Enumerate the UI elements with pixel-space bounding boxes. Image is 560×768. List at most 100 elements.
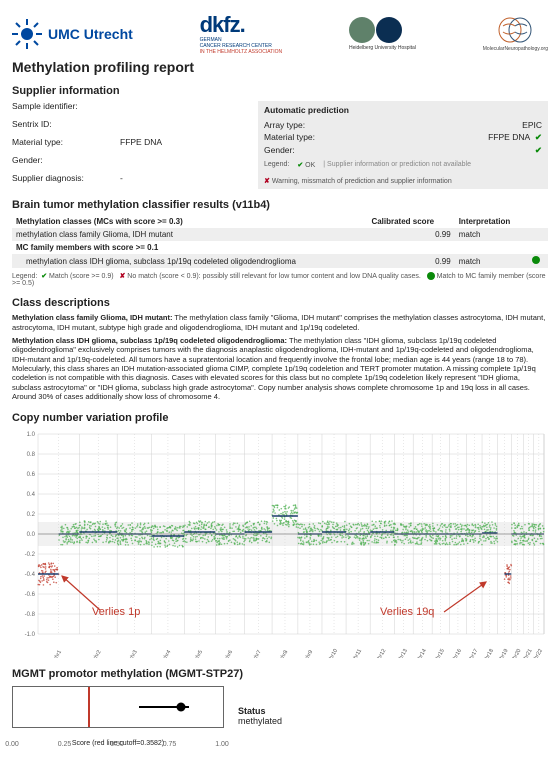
mgmt-tick: 0.50 [110, 741, 124, 748]
ct-r2-score: 0.99 [367, 254, 454, 268]
umc-sun-icon [12, 19, 42, 49]
heidelberg-seal-icon [349, 17, 375, 43]
diagnosis-value: - [120, 173, 250, 189]
mgmt-tick: 0.25 [58, 741, 72, 748]
classifier-legend: Legend: ✔ Match (score >= 0.9) ✘ No matc… [12, 272, 548, 287]
legend-na: Supplier information or prediction not a… [327, 161, 471, 168]
supplier-section-title: Supplier information [12, 85, 548, 97]
svg-text:chr2: chr2 [92, 649, 103, 658]
ct-r1-score: 0.99 [367, 228, 454, 241]
mgmt-status: Status methylated [238, 706, 282, 726]
legend-label: Legend: [264, 161, 289, 168]
svg-text:chr11: chr11 [351, 648, 363, 658]
ct-col1: Methylation classes (MCs with score >= 0… [12, 215, 367, 228]
svg-text:chr19: chr19 [498, 648, 510, 658]
svg-text:0.2: 0.2 [27, 512, 36, 518]
material-label: Material type: [12, 137, 112, 153]
svg-text:chr9: chr9 [304, 649, 315, 658]
mnp-label: MolecularNeuropathology.org [483, 46, 548, 52]
mgmt-tick: 0.75 [163, 741, 177, 748]
class-desc-title: Class descriptions [12, 297, 548, 309]
sentrix-label: Sentrix ID: [12, 119, 112, 135]
svg-text:0.8: 0.8 [27, 452, 36, 458]
svg-text:chr10: chr10 [327, 648, 339, 658]
heidelberg-label: Heidelberg University Hospital [349, 45, 416, 51]
mgmt-title: MGMT promotor methylation (MGMT-STP27) [12, 668, 548, 680]
svg-text:chr14: chr14 [416, 648, 428, 658]
supplier-grid: Sample identifier: Automatic prediction … [12, 101, 548, 189]
gender-label: Gender: [12, 155, 112, 171]
classifier-title: Brain tumor methylation classifier resul… [12, 199, 548, 211]
p2-body: The methylation class "IDH glioma, subcl… [12, 336, 536, 401]
prediction-legend: Legend: ✔ OK | Supplier information or p… [264, 161, 542, 185]
logo-umc: UMC Utrecht [12, 19, 133, 49]
cl-nomatch: No match (score < 0.9): possibly still r… [127, 273, 421, 280]
svg-text:chr4: chr4 [162, 649, 173, 658]
ct-r2-interp: match [455, 254, 529, 268]
logo-row: UMC Utrecht dkfz. GERMAN CANCER RESEARCH… [12, 12, 548, 55]
svg-text:0.0: 0.0 [27, 532, 36, 538]
ct-subheader: MC family members with score >= 0.1 [12, 241, 367, 254]
ct-col2: Calibrated score [367, 215, 454, 228]
table-row: methylation class IDH glioma, subclass 1… [12, 254, 548, 268]
dkfz-sub3: IN THE HELMHOLTZ ASSOCIATION [200, 49, 283, 55]
heidelberg-seal2-icon [376, 17, 402, 43]
pred-material-value: FFPE DNA [488, 132, 530, 142]
pred-gender-label: Gender: [264, 145, 295, 156]
cnv-title: Copy number variation profile [12, 412, 548, 424]
svg-text:chr18: chr18 [483, 648, 495, 658]
pred-array-label: Array type: [264, 120, 305, 130]
legend-warn: Warning, missmatch of prediction and sup… [272, 178, 452, 185]
svg-text:1.0: 1.0 [27, 432, 36, 438]
ct-col3: Interpretation [455, 215, 529, 228]
sample-id-label: Sample identifier: [12, 101, 112, 117]
svg-text:chr3: chr3 [128, 649, 139, 658]
svg-text:-0.6: -0.6 [25, 592, 36, 598]
pred-array-value: EPIC [522, 120, 542, 130]
svg-text:-0.8: -0.8 [25, 612, 36, 618]
ct-r2-name: methylation class IDH glioma, subclass 1… [12, 254, 367, 268]
svg-text:chr13: chr13 [397, 648, 409, 658]
brain-icon [497, 16, 533, 44]
svg-text:chr12: chr12 [375, 648, 387, 658]
logo-heidelberg: Heidelberg University Hospital [349, 17, 416, 51]
pred-material-label: Material type: [264, 132, 315, 143]
ct-r1-name: methylation class family Glioma, IDH mut… [12, 228, 367, 241]
svg-text:-1.0: -1.0 [25, 632, 36, 638]
match-dot-icon [532, 256, 540, 264]
prediction-box: Automatic prediction Array type: EPIC Mat… [258, 101, 548, 189]
svg-text:chr17: chr17 [467, 648, 479, 658]
umc-label: UMC Utrecht [48, 26, 133, 42]
mgmt-row: 0.00 0.25 0.50 0.75 1.00 Score (red line… [12, 686, 548, 747]
svg-text:chr1: chr1 [53, 649, 64, 658]
ct-r1-interp: match [455, 228, 529, 241]
cl-match: Match (score >= 0.9) [49, 273, 114, 280]
svg-text:chr15: chr15 [434, 648, 446, 658]
p2-title: Methylation class IDH glioma, subclass 1… [12, 336, 287, 345]
report-title: Methylation profiling report [12, 59, 548, 75]
table-row: MC family members with score >= 0.1 [12, 241, 548, 254]
svg-text:chr16: chr16 [451, 648, 463, 658]
mgmt-status-value: methylated [238, 716, 282, 726]
arrow-1p-icon [56, 572, 104, 612]
table-row: methylation class family Glioma, IDH mut… [12, 228, 548, 241]
annotation-loss-19q: Verlies 19q [380, 606, 434, 618]
svg-text:-0.4: -0.4 [25, 572, 36, 578]
svg-text:0.4: 0.4 [27, 492, 36, 498]
cnv-chart: 1.00.80.60.40.20.0-0.2-0.4-0.6-0.8-1.0ch… [12, 428, 548, 658]
mgmt-tick: 0.00 [5, 741, 19, 748]
cnv-svg: 1.00.80.60.40.20.0-0.2-0.4-0.6-0.8-1.0ch… [12, 428, 548, 658]
svg-text:chr21: chr21 [522, 648, 534, 658]
check-icon: ✔ [535, 132, 542, 142]
class-desc-p2: Methylation class IDH glioma, subclass 1… [12, 336, 548, 402]
diagnosis-label: Supplier diagnosis: [12, 173, 112, 189]
class-desc-p1: Methylation class family Glioma, IDH mut… [12, 313, 548, 332]
arrow-19q-icon [442, 578, 492, 616]
svg-text:chr5: chr5 [194, 649, 205, 658]
svg-text:-0.2: -0.2 [25, 552, 36, 558]
check-icon: ✔ [535, 145, 542, 156]
svg-text:chr7: chr7 [252, 649, 263, 658]
prediction-title: Automatic prediction [264, 105, 542, 115]
classifier-table: Methylation classes (MCs with score >= 0… [12, 215, 548, 268]
mgmt-plot: 0.00 0.25 0.50 0.75 1.00 Score (red line… [12, 686, 224, 747]
